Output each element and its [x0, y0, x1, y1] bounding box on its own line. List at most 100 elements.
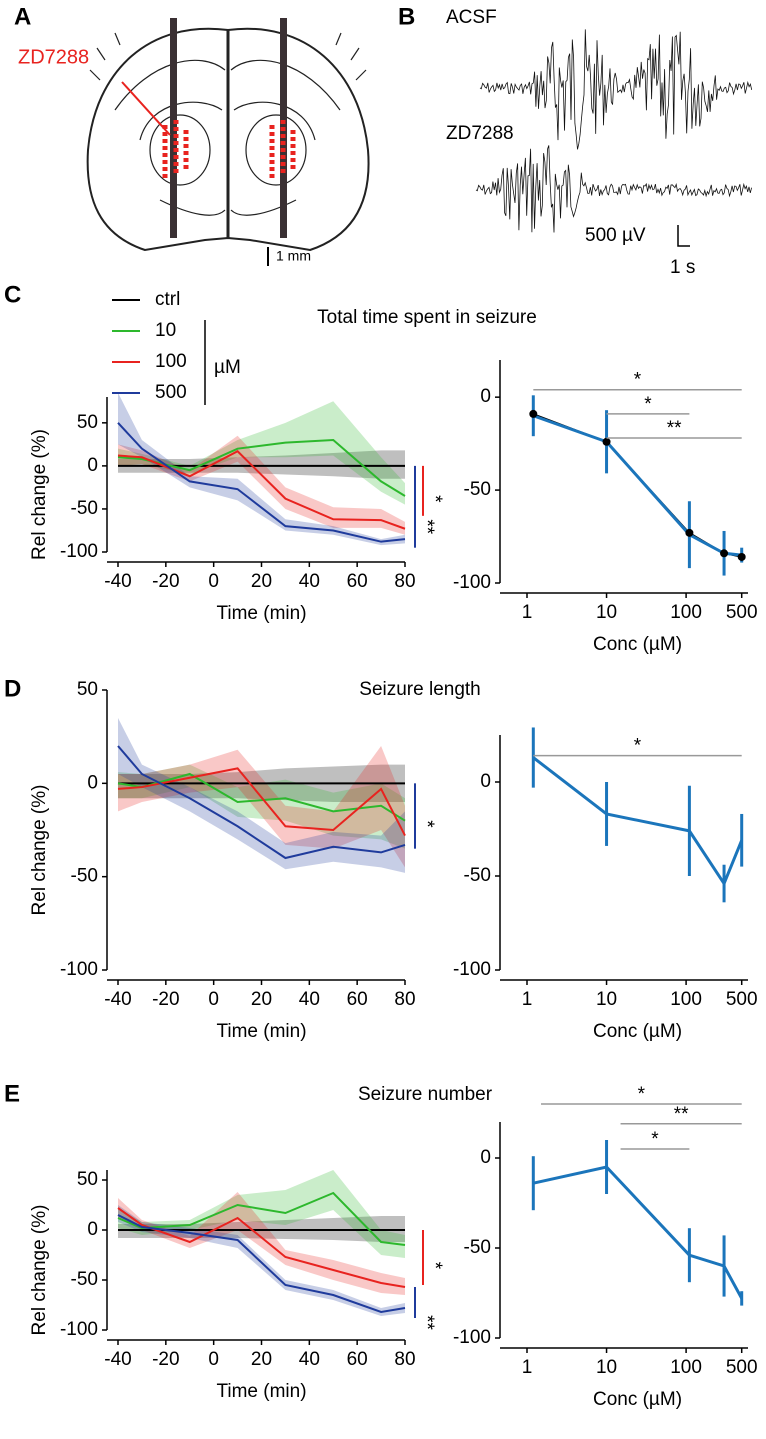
x-tick-label: 80	[394, 989, 415, 1010]
y-tick-label: 50	[77, 679, 98, 700]
x-tick-label: 0	[208, 1349, 219, 1370]
chart-title: Total time spent in seizure	[317, 307, 537, 328]
panel-label: D	[4, 675, 21, 702]
x-tick-label: 1	[522, 989, 533, 1010]
significance-label: **	[674, 1104, 689, 1125]
x-tick-label: -40	[104, 1349, 131, 1370]
error-band	[118, 435, 405, 535]
y-tick-label: -50	[464, 479, 491, 500]
scale-bar	[677, 225, 690, 247]
injection-sites	[162, 120, 296, 178]
y-tick-label: 0	[480, 1147, 491, 1168]
error-band	[118, 764, 405, 849]
y-axis-title: Rel change (%)	[29, 429, 50, 560]
x-tick-label: 10	[596, 1357, 617, 1378]
y-tick-label: -50	[464, 865, 491, 886]
y-tick-label: 0	[87, 772, 98, 793]
series-line	[117, 767, 406, 837]
x-tick-label: -40	[104, 989, 131, 1010]
x-tick-label: 80	[394, 1349, 415, 1370]
significance-label: *	[651, 1129, 659, 1150]
error-band	[118, 392, 405, 546]
x-tick-label: 0	[208, 571, 219, 592]
x-tick-label: -40	[104, 571, 131, 592]
x-tick-label: 20	[251, 1349, 272, 1370]
y-tick-label: -50	[71, 866, 98, 887]
y-tick-label: 0	[480, 386, 491, 407]
y-tick-label: -100	[60, 541, 98, 562]
error-band	[118, 401, 405, 505]
y-tick-label: -100	[453, 572, 491, 593]
error-band	[118, 718, 405, 873]
fit-curve	[533, 413, 742, 558]
x-tick-label: -20	[152, 989, 179, 1010]
significance-label: **	[416, 519, 437, 534]
fit-point	[720, 549, 729, 558]
y-tick-label: -100	[453, 1327, 491, 1348]
x-tick-label: 20	[251, 989, 272, 1010]
drug-pointer	[121, 81, 171, 136]
significance-label: *	[416, 820, 437, 828]
significance-label: *	[634, 736, 642, 757]
chart-title: Seizure length	[359, 679, 480, 700]
series-line	[117, 745, 406, 860]
x-axis-title: Time (min)	[216, 1021, 306, 1042]
x-tick-label: 40	[299, 571, 320, 592]
significance-label: **	[416, 1315, 437, 1330]
y-axis-title: Rel change (%)	[29, 1205, 50, 1336]
y-axis-title: Rel change (%)	[29, 785, 50, 916]
y-tick-label: -100	[60, 1319, 98, 1340]
x-axis-title: Time (min)	[216, 1381, 306, 1402]
x-tick-label: 0	[208, 989, 219, 1010]
fit-point	[685, 528, 694, 537]
y-tick-label: -100	[60, 959, 98, 980]
y-tick-label: -50	[464, 1237, 491, 1258]
y-tick-label: 0	[87, 455, 98, 476]
significance-label: *	[634, 370, 642, 391]
significance-label: *	[644, 394, 652, 415]
fit-point	[602, 437, 611, 446]
x-tick-label: 500	[726, 602, 758, 623]
y-tick-label: 0	[480, 771, 491, 792]
fit-point	[737, 552, 746, 561]
x-tick-label: 60	[347, 989, 368, 1010]
scale-label: 1 mm	[276, 248, 311, 264]
panel-label: C	[4, 281, 21, 308]
significance-label: *	[424, 495, 445, 503]
brain-schematic	[86, 27, 370, 252]
x-tick-label: 40	[299, 989, 320, 1010]
x-tick-label: 60	[347, 1349, 368, 1370]
significance-label: *	[424, 1262, 445, 1270]
legend-label: 100	[155, 351, 187, 372]
x-axis-title: Conc (µM)	[593, 1389, 682, 1410]
x-tick-label: 100	[670, 989, 702, 1010]
series-line	[117, 450, 406, 530]
y-tick-label: 0	[87, 1219, 98, 1240]
legend-label: 500	[155, 382, 187, 403]
x-axis-title: Conc (µM)	[593, 634, 682, 655]
significance-label: *	[638, 1084, 646, 1105]
y-tick-label: -50	[71, 1269, 98, 1290]
x-tick-label: 10	[596, 989, 617, 1010]
chart-title: Seizure number	[358, 1084, 493, 1105]
x-tick-label: 60	[347, 571, 368, 592]
error-band	[118, 746, 405, 868]
x-tick-label: 1	[522, 1357, 533, 1378]
significance-label: **	[667, 418, 682, 439]
x-tick-label: 500	[726, 989, 758, 1010]
series-line	[117, 422, 406, 543]
error-band	[118, 450, 405, 479]
trace	[479, 29, 753, 150]
fit-point	[529, 409, 538, 418]
panel-label: A	[14, 3, 31, 30]
trace-label: ACSF	[446, 7, 497, 28]
legend-label: ctrl	[155, 289, 180, 310]
mean-line	[532, 756, 744, 887]
x-tick-label: 20	[251, 571, 272, 592]
y-tick-label: -100	[453, 959, 491, 980]
scale-label: 1 s	[670, 257, 695, 278]
y-tick-label: -50	[71, 498, 98, 519]
x-tick-label: 100	[670, 602, 702, 623]
series-line	[117, 1214, 406, 1314]
